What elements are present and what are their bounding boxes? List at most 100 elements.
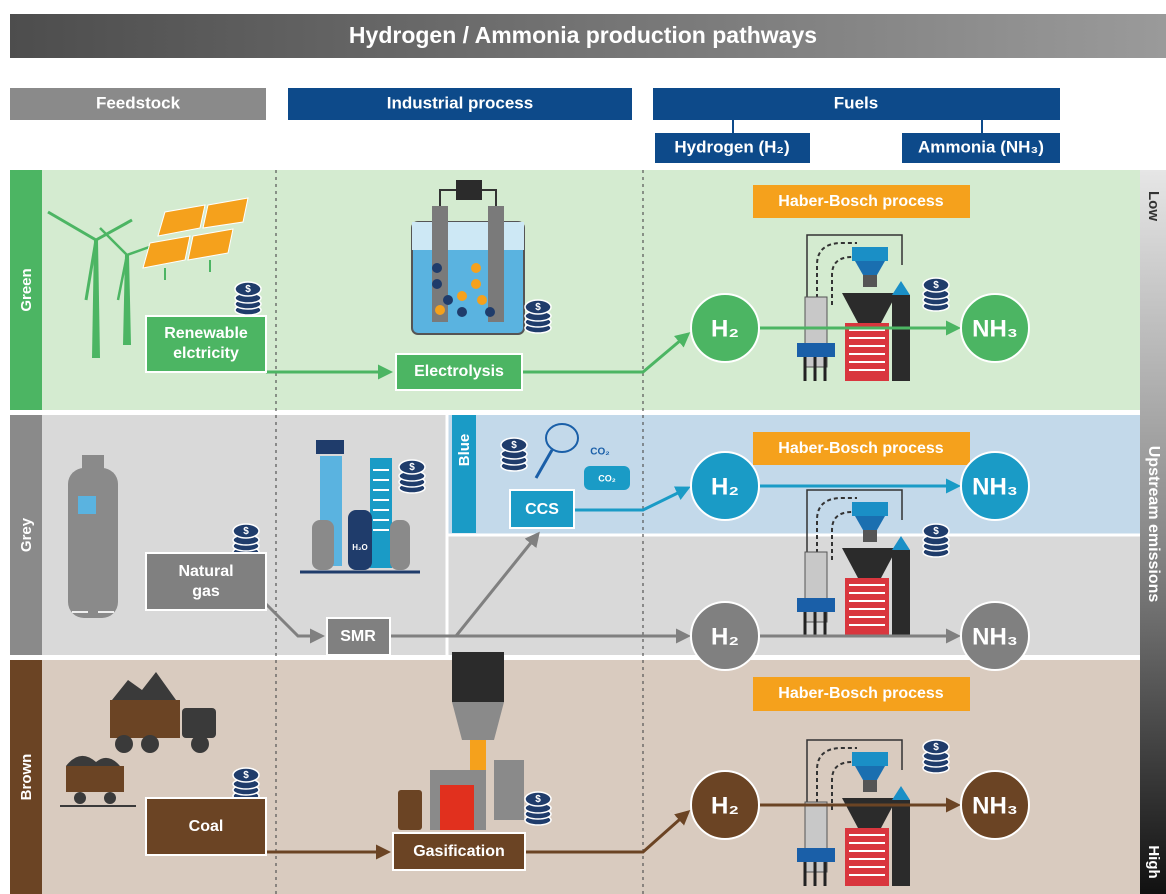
feedstock-label: gas xyxy=(192,583,220,600)
ammonia-label: NH₃ xyxy=(972,315,1018,342)
haber-bosch-label: Haber-Bosch process xyxy=(778,193,943,210)
shape xyxy=(373,469,389,531)
emissions-high: High xyxy=(1145,845,1162,878)
row-tab xyxy=(452,415,476,533)
ccs-net: CO₂ CO₂ xyxy=(534,423,630,490)
header-ammonia xyxy=(902,133,1060,163)
shape xyxy=(545,423,579,453)
header-text: Hydrogen (H₂) xyxy=(674,137,789,156)
emissions-low: Low xyxy=(1145,191,1162,221)
process-box xyxy=(392,832,526,871)
ammonia-label: NH₃ xyxy=(972,792,1018,819)
shape xyxy=(435,263,487,315)
process-label: CCS xyxy=(525,501,559,518)
row-tab xyxy=(10,170,42,410)
shape xyxy=(191,735,209,753)
shape xyxy=(471,279,481,289)
process-label: Electrolysis xyxy=(414,363,504,380)
shape xyxy=(485,307,495,317)
shape xyxy=(115,735,133,753)
feedstock-label: Coal xyxy=(189,818,224,835)
feedstock-label: elctricity xyxy=(173,345,239,362)
hydrogen-label: H₂ xyxy=(711,623,739,650)
coins xyxy=(398,459,426,494)
solar-panels xyxy=(142,197,249,280)
shape xyxy=(525,810,691,854)
shape xyxy=(452,652,504,702)
gas-cylinder xyxy=(68,455,118,618)
haber-bosch-box xyxy=(753,432,970,465)
feedstock-label: Renewable xyxy=(164,325,248,342)
shape xyxy=(370,458,392,568)
row-label: Green xyxy=(18,268,35,311)
coins xyxy=(922,523,950,558)
shape xyxy=(141,735,159,753)
hydrogen-label: H₂ xyxy=(711,315,739,342)
emissions-bar xyxy=(1140,170,1166,894)
shape xyxy=(522,332,691,374)
flows xyxy=(264,320,961,860)
hydrogen-circle xyxy=(690,770,760,840)
shape xyxy=(456,180,482,200)
electrolysis-cell xyxy=(411,180,525,335)
shape xyxy=(116,254,129,301)
haber-bosch-box xyxy=(753,185,970,218)
shape xyxy=(316,440,344,454)
shape xyxy=(123,255,131,345)
row-label: Blue xyxy=(456,434,473,467)
shape xyxy=(157,204,206,237)
row-tab xyxy=(10,660,42,894)
smr-plant: H₂O xyxy=(300,440,420,574)
shape xyxy=(488,206,504,322)
co2-label: CO₂ xyxy=(590,447,609,458)
shape xyxy=(454,531,540,637)
hydrogen-circle xyxy=(690,293,760,363)
shape xyxy=(398,790,422,830)
shape xyxy=(99,227,128,256)
header-text: Ammonia (NH₃) xyxy=(918,137,1044,156)
wind-turbines xyxy=(47,210,156,358)
hydrogen-circle xyxy=(690,451,760,521)
coins xyxy=(234,281,262,316)
shape xyxy=(574,486,691,512)
shape xyxy=(471,263,481,273)
shape xyxy=(348,510,372,570)
shape xyxy=(432,263,495,317)
process-box xyxy=(326,617,391,656)
haber-bosch-label: Haber-Bosch process xyxy=(778,440,943,457)
shape xyxy=(142,235,191,269)
emissions-label: Upstream emissions xyxy=(1145,446,1162,603)
shape xyxy=(82,455,104,471)
title-bar xyxy=(10,14,1166,58)
row-label: Brown xyxy=(18,754,35,801)
coins xyxy=(524,791,552,826)
feedstock-box xyxy=(145,315,267,373)
shape xyxy=(47,210,97,242)
hydrogen-circle xyxy=(690,601,760,671)
header-fuels xyxy=(653,88,1060,120)
shape xyxy=(104,792,116,804)
feedstock-label: Natural xyxy=(178,563,233,580)
shape xyxy=(439,189,497,206)
coins xyxy=(524,299,552,334)
title: Hydrogen / Ammonia production pathways xyxy=(349,22,817,48)
h2o-label: H₂O xyxy=(352,543,368,552)
shape xyxy=(78,496,96,514)
shape xyxy=(112,672,176,700)
ammonia-circle xyxy=(960,451,1030,521)
co2-label: CO₂ xyxy=(598,473,616,483)
ammonia-circle xyxy=(960,601,1030,671)
shape xyxy=(68,468,118,618)
row-label: Grey xyxy=(18,517,35,552)
shape xyxy=(95,218,133,242)
ammonia-label: NH₃ xyxy=(972,623,1018,650)
ammonia-label: NH₃ xyxy=(972,473,1018,500)
shape xyxy=(390,520,410,570)
shape xyxy=(432,263,442,273)
coins xyxy=(922,277,950,312)
shape xyxy=(202,197,249,229)
hydrogen-label: H₂ xyxy=(711,473,739,500)
shape xyxy=(412,222,524,250)
haber-bosch-box xyxy=(753,677,970,711)
header-text: Industrial process xyxy=(387,93,533,112)
